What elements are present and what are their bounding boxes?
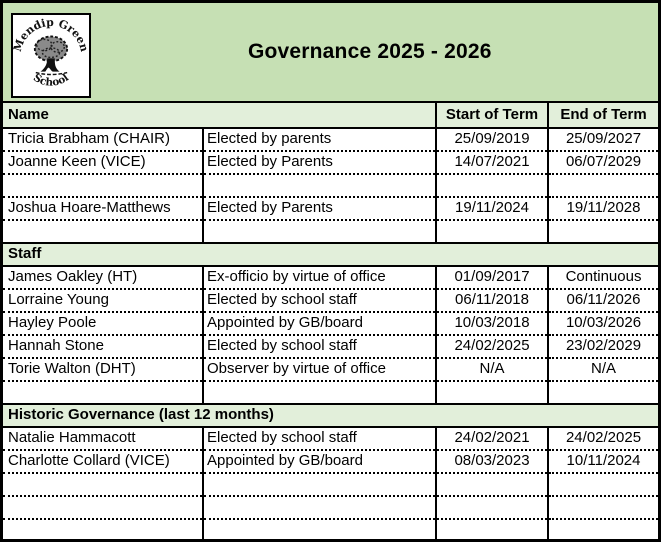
- end-date: 23/02/2029: [548, 335, 658, 359]
- banner: Mendip Green School Governance 2025 - 20…: [3, 3, 658, 101]
- end-date: 10/03/2026: [548, 312, 658, 336]
- governor-name: [3, 220, 204, 244]
- column-header-end: End of Term: [548, 101, 658, 129]
- table-row-empty: [3, 381, 658, 405]
- table-row: Hayley Poole Appointed by GB/board 10/03…: [3, 312, 658, 336]
- table-row: Charlotte Collard (VICE) Appointed by GB…: [3, 450, 658, 474]
- start-date: 08/03/2023: [436, 450, 550, 474]
- section-header-historic: Historic Governance (last 12 months): [3, 403, 658, 428]
- column-header-row: Name Start of Term End of Term: [3, 101, 658, 129]
- appointment-method: Elected by parents: [203, 128, 438, 152]
- governor-name: Joanne Keen (VICE): [3, 151, 204, 175]
- appointment-method: Elected by Parents: [203, 151, 438, 175]
- governor-name: Lorraine Young: [3, 289, 204, 313]
- section-header-staff: Staff: [3, 242, 658, 267]
- school-logo-graphic: Mendip Green School: [11, 16, 91, 89]
- start-date: 24/02/2025: [436, 335, 550, 359]
- appointment-method: [203, 220, 438, 244]
- governor-name: [3, 473, 204, 497]
- column-header-start: Start of Term: [436, 101, 550, 129]
- start-date: [436, 174, 550, 198]
- end-date: N/A: [548, 358, 658, 382]
- svg-text:School: School: [31, 72, 71, 89]
- end-date: [548, 473, 658, 497]
- start-date: [436, 473, 550, 497]
- appointment-method: Elected by school staff: [203, 427, 438, 451]
- governor-name: Joshua Hoare-Matthews: [3, 197, 204, 221]
- table-row: Joanne Keen (VICE) Elected by Parents 14…: [3, 151, 658, 175]
- school-logo: Mendip Green School: [11, 13, 91, 98]
- section-header-label: Historic Governance (last 12 months): [3, 403, 658, 428]
- governor-name: [3, 496, 204, 520]
- start-date: 19/11/2024: [436, 197, 550, 221]
- start-date: N/A: [436, 358, 550, 382]
- appointment-method: [203, 496, 438, 520]
- governor-name: [3, 174, 204, 198]
- appointment-method: Elected by school staff: [203, 289, 438, 313]
- governor-name: Torie Walton (DHT): [3, 358, 204, 382]
- appointment-method: Appointed by GB/board: [203, 450, 438, 474]
- end-date: [548, 220, 658, 244]
- logo-text-bottom: School: [31, 72, 71, 89]
- appointment-method: [203, 473, 438, 497]
- governor-name: Hannah Stone: [3, 335, 204, 359]
- table-row: Joshua Hoare-Matthews Elected by Parents…: [3, 197, 658, 221]
- governor-name: Tricia Brabham (CHAIR): [3, 128, 204, 152]
- end-date: 25/09/2027: [548, 128, 658, 152]
- end-date: 19/11/2028: [548, 197, 658, 221]
- table-row: Torie Walton (DHT) Observer by virtue of…: [3, 358, 658, 382]
- start-date: 06/11/2018: [436, 289, 550, 313]
- end-date: 06/11/2026: [548, 289, 658, 313]
- start-date: [436, 496, 550, 520]
- tree-icon: [33, 35, 69, 76]
- end-date: 24/02/2025: [548, 427, 658, 451]
- start-date: 24/02/2021: [436, 427, 550, 451]
- table-row: Lorraine Young Elected by school staff 0…: [3, 289, 658, 313]
- table-row: Natalie Hammacott Elected by school staf…: [3, 427, 658, 451]
- governance-table-area: Name Start of Term End of Term Tricia Br…: [3, 101, 658, 539]
- start-date: 25/09/2019: [436, 128, 550, 152]
- governance-table: Name Start of Term End of Term Tricia Br…: [3, 101, 658, 539]
- table-row: James Oakley (HT) Ex-officio by virtue o…: [3, 266, 658, 290]
- start-date: 10/03/2018: [436, 312, 550, 336]
- start-date: [436, 220, 550, 244]
- end-date: [548, 496, 658, 520]
- end-date: 10/11/2024: [548, 450, 658, 474]
- governor-name: Natalie Hammacott: [3, 427, 204, 451]
- governor-name: Hayley Poole: [3, 312, 204, 336]
- end-date: Continuous: [548, 266, 658, 290]
- start-date: [436, 519, 550, 539]
- end-date: [548, 519, 658, 539]
- page-title: Governance 2025 - 2026: [247, 40, 492, 63]
- table-row-empty: [3, 473, 658, 497]
- governor-name: [3, 381, 204, 405]
- table-row-empty: [3, 496, 658, 520]
- column-header-name: Name: [3, 101, 438, 129]
- start-date: 14/07/2021: [436, 151, 550, 175]
- appointment-method: Observer by virtue of office: [203, 358, 438, 382]
- governor-name: James Oakley (HT): [3, 266, 204, 290]
- table-row-empty: [3, 220, 658, 244]
- end-date: [548, 381, 658, 405]
- appointment-method: Ex-officio by virtue of office: [203, 266, 438, 290]
- table-row-empty: [3, 174, 658, 198]
- governor-name: Charlotte Collard (VICE): [3, 450, 204, 474]
- appointment-method: [203, 174, 438, 198]
- start-date: 01/09/2017: [436, 266, 550, 290]
- table-row: Hannah Stone Elected by school staff 24/…: [3, 335, 658, 359]
- end-date: [548, 174, 658, 198]
- appointment-method: Elected by school staff: [203, 335, 438, 359]
- end-date: 06/07/2029: [548, 151, 658, 175]
- appointment-method: [203, 381, 438, 405]
- governor-name: [3, 519, 204, 539]
- table-row: Tricia Brabham (CHAIR) Elected by parent…: [3, 128, 658, 152]
- start-date: [436, 381, 550, 405]
- table-row-empty: [3, 519, 658, 539]
- section-header-label: Staff: [3, 242, 658, 267]
- appointment-method: [203, 519, 438, 539]
- appointment-method: Elected by Parents: [203, 197, 438, 221]
- appointment-method: Appointed by GB/board: [203, 312, 438, 336]
